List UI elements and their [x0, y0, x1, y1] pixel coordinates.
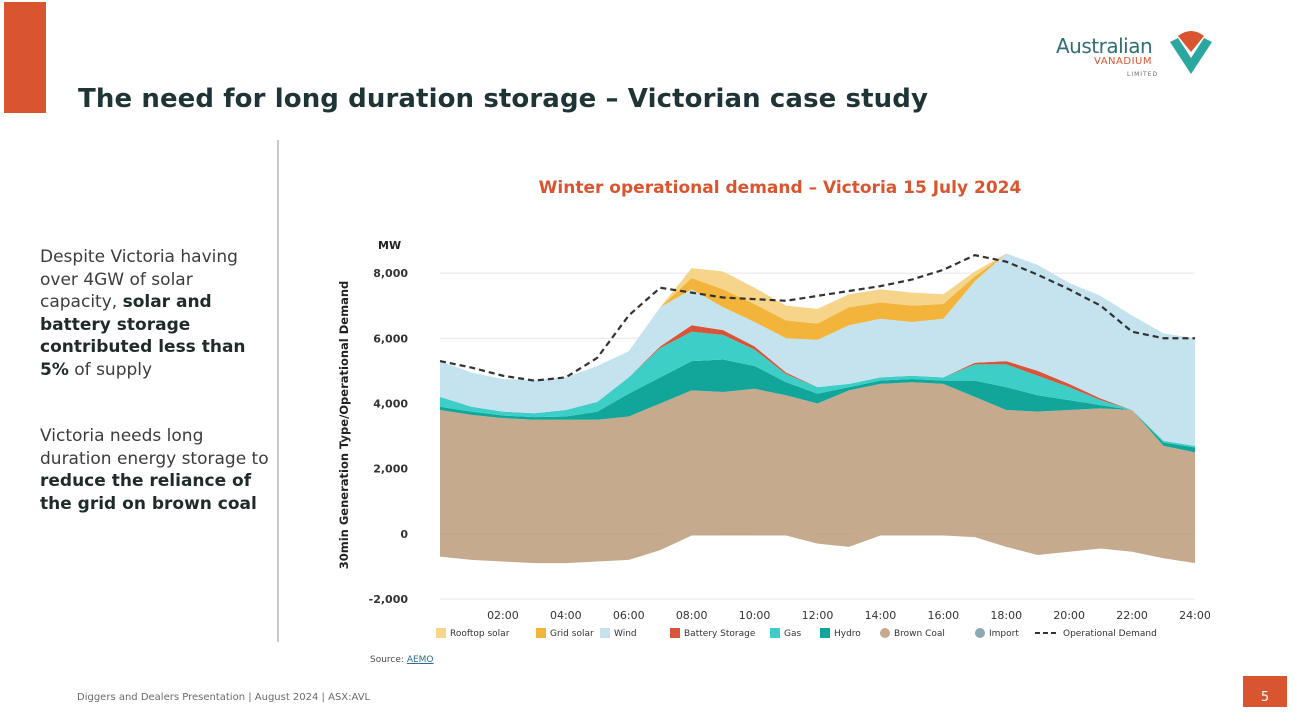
legend-label: Grid solar [550, 629, 594, 639]
legend-swatch [880, 628, 890, 638]
y-tick-label: 8,000 [373, 267, 408, 280]
x-tick-label: 06:00 [613, 609, 645, 622]
x-tick-label: 08:00 [676, 609, 708, 622]
x-tick-label: 22:00 [1116, 609, 1148, 622]
vertical-divider [277, 140, 279, 642]
legend-label: Wind [614, 629, 637, 639]
text-solar-end: of supply [68, 359, 153, 380]
area-gas [440, 331, 1195, 448]
text-storage-intro: Victoria needs long duration energy stor… [40, 426, 269, 469]
demand-chart: -2,000 0 2,000 4,000 6,000 8,000 MW 30min Gener… [337, 239, 1210, 639]
area-wind [440, 253, 1195, 446]
legend-label: Operational Demand [1063, 629, 1157, 639]
legend-swatch [975, 628, 985, 638]
footer-text: Diggers and Dealers Presentation | Augus… [77, 692, 371, 703]
y-tick-label: 6,000 [373, 332, 408, 345]
legend-label: Battery Storage [684, 629, 756, 639]
legend-swatch [436, 628, 446, 638]
area-hydro [440, 359, 1195, 453]
page-title: The need for long duration storage – Vic… [78, 84, 929, 114]
y-axis-label: 30min Generation Type/Operational Demand [337, 281, 351, 570]
legend-swatch [600, 628, 610, 638]
x-tick-label: 14:00 [865, 609, 897, 622]
x-tick-label: 20:00 [1053, 609, 1085, 622]
legend-swatch [670, 628, 680, 638]
x-tick-label: 02:00 [487, 609, 519, 622]
legend-label: Import [989, 629, 1019, 639]
legend-label: Rooftop solar [450, 629, 510, 639]
area-rooftop-solar [440, 253, 1195, 380]
y-tick-label: 4,000 [373, 397, 408, 410]
legend-label: Brown Coal [894, 629, 945, 639]
legend-label: Hydro [834, 629, 861, 639]
area-brown-coal [440, 382, 1195, 534]
legend-label: Gas [784, 629, 801, 639]
text-storage-highlight: reduce the reliance of the grid on brown… [40, 471, 257, 514]
accent-bar [4, 2, 46, 113]
x-tick-label: 10:00 [739, 609, 771, 622]
logo-subtitle-2: LIMITED [1127, 71, 1159, 78]
text-solar-highlight: solar and battery storage contributed le… [40, 292, 246, 380]
logo-wordmark: Australian [1056, 34, 1153, 58]
text-solar-intro: Despite Victoria having over 4GW of sola… [40, 247, 238, 312]
source-note: Source: AEMO [370, 655, 434, 665]
y-tick-label: -2,000 [369, 593, 409, 606]
legend-swatch [820, 628, 830, 638]
legend-swatch [536, 628, 546, 638]
y-tick-label: 0 [400, 528, 408, 541]
source-label: Source: [370, 655, 407, 665]
x-tick-label: 18:00 [990, 609, 1022, 622]
y-unit-label: MW [378, 239, 401, 252]
text-block-solar: Despite Victoria having over 4GW of sola… [40, 246, 272, 381]
legend-swatch [770, 628, 780, 638]
page-number: 5 [1243, 676, 1287, 707]
x-tick-label: 04:00 [550, 609, 582, 622]
source-link[interactable]: AEMO [406, 655, 434, 665]
chart-title: Winter operational demand – Victoria 15 … [538, 178, 1022, 198]
text-block-storage: Victoria needs long duration energy stor… [40, 425, 272, 515]
x-tick-label: 12:00 [802, 609, 834, 622]
line-operational-demand [439, 253, 1195, 382]
x-tick-label: 16:00 [927, 609, 959, 622]
area-export [440, 533, 1195, 564]
logo-subtitle: VANADIUM [1094, 56, 1152, 67]
x-tick-label: 24:00 [1179, 609, 1210, 622]
company-logo: Australian VANADIUM LIMITED [1056, 26, 1226, 86]
logo-v-icon [1170, 31, 1212, 74]
y-tick-label: 2,000 [373, 463, 408, 476]
